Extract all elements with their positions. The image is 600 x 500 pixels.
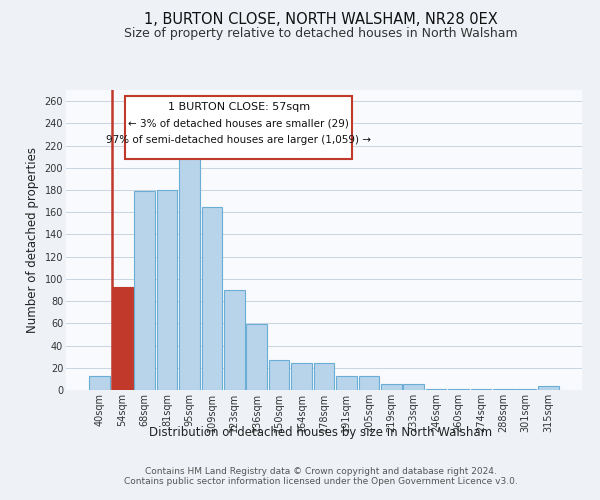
- Bar: [112, 286, 133, 390]
- Bar: [314, 364, 334, 390]
- Text: Contains HM Land Registry data © Crown copyright and database right 2024.: Contains HM Land Registry data © Crown c…: [145, 466, 497, 475]
- Text: ← 3% of detached houses are smaller (29): ← 3% of detached houses are smaller (29): [128, 118, 349, 128]
- Bar: [493, 389, 514, 390]
- Bar: [403, 384, 424, 390]
- Bar: [179, 158, 200, 390]
- Bar: [269, 360, 289, 390]
- Bar: [426, 389, 446, 390]
- Text: 1, BURTON CLOSE, NORTH WALSHAM, NR28 0EX: 1, BURTON CLOSE, NORTH WALSHAM, NR28 0EX: [144, 12, 498, 28]
- Bar: [89, 376, 110, 390]
- Text: Size of property relative to detached houses in North Walsham: Size of property relative to detached ho…: [124, 28, 518, 40]
- Bar: [291, 364, 312, 390]
- Text: Contains public sector information licensed under the Open Government Licence v3: Contains public sector information licen…: [124, 478, 518, 486]
- Bar: [538, 386, 559, 390]
- Bar: [134, 191, 155, 390]
- Bar: [157, 190, 178, 390]
- Bar: [359, 376, 379, 390]
- Bar: [381, 384, 401, 390]
- Bar: [336, 376, 357, 390]
- Text: 1 BURTON CLOSE: 57sqm: 1 BURTON CLOSE: 57sqm: [168, 102, 310, 113]
- Y-axis label: Number of detached properties: Number of detached properties: [26, 147, 39, 333]
- Text: Distribution of detached houses by size in North Walsham: Distribution of detached houses by size …: [149, 426, 493, 439]
- Bar: [515, 389, 536, 390]
- Text: 97% of semi-detached houses are larger (1,059) →: 97% of semi-detached houses are larger (…: [106, 134, 371, 144]
- Bar: [224, 290, 245, 390]
- Bar: [202, 206, 222, 390]
- Bar: [247, 324, 267, 390]
- Bar: [448, 389, 469, 390]
- Bar: [470, 389, 491, 390]
